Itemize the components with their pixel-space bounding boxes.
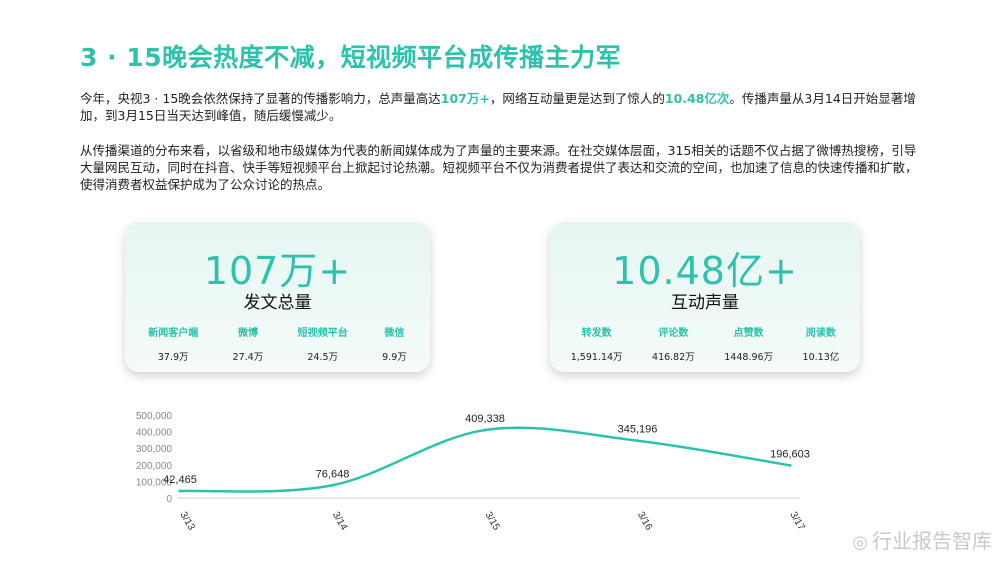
data-point: [331, 483, 334, 487]
stat-news-client: 新闻客户端 37.9万: [148, 324, 198, 363]
intro-text-2: ，网络互动量更是达到了惊人的: [489, 91, 665, 106]
stat-label: 转发数: [581, 328, 612, 339]
data-label: 76,648: [316, 468, 350, 480]
channel-paragraph: 从传播渠道的分布来看，以省级和地市级媒体为代表的新闻媒体成为了声量的主要来源。在…: [80, 143, 918, 192]
data-label: 409,338: [465, 413, 505, 425]
trend-line-chart: 500,000 400,000 300,000 200,000 100,000 0 42,4…: [136, 411, 810, 533]
data-point: [636, 439, 639, 443]
weibo-logo-icon: ◎: [852, 532, 868, 553]
data-point: [178, 489, 182, 493]
data-point: [483, 428, 487, 432]
stat-likes: 点赞数 1448.96万: [724, 324, 773, 363]
x-tick-label: 3/13: [177, 510, 196, 533]
x-tick-label: 3/14: [330, 510, 349, 533]
y-tick-label: 300,000: [136, 444, 173, 455]
stat-label: 阅读数: [805, 328, 836, 339]
post-volume-total: 107万+: [203, 249, 352, 293]
stat-label: 微博: [237, 328, 258, 339]
stat-value: 37.9万: [157, 352, 189, 363]
stat-value: 27.4万: [232, 352, 264, 363]
intro-text-1: 今年，央视3 · 15晚会依然保持了显著的传播影响力，总声量高达: [80, 91, 441, 106]
stat-label: 点赞数: [733, 328, 764, 339]
intro-highlight-interaction: 10.48亿次: [664, 91, 730, 106]
data-label: 345,196: [618, 424, 658, 436]
stat-label: 微信: [384, 328, 405, 339]
stat-label: 评论数: [658, 328, 689, 339]
x-tick-label: 3/15: [482, 510, 501, 533]
data-label: 196,603: [770, 448, 810, 460]
interaction-card: 10.48亿+ 互动声量 转发数 1,591.14万 评论数 416.82万 点…: [550, 222, 860, 372]
stat-short-video: 短视频平台 24.5万: [298, 324, 348, 363]
watermark: ◎ 行业报告智库: [852, 525, 992, 554]
y-tick-label: 100,000: [136, 477, 173, 488]
x-tick-label: 3/16: [635, 510, 654, 533]
interaction-caption: 互动声量: [671, 293, 739, 313]
data-label: 42,465: [163, 474, 197, 486]
intro-paragraph: 今年，央视3 · 15晚会依然保持了显著的传播影响力，总声量高达107万+，网络…: [80, 90, 920, 124]
post-volume-card: 107万+ 发文总量 新闻客户端 37.9万 微博 27.4万 短视频平台 24…: [125, 222, 430, 372]
stat-value: 10.13亿: [802, 352, 840, 363]
interaction-total: 10.48亿+: [612, 249, 798, 293]
x-tick-label: 3/17: [787, 510, 806, 533]
page-title: 3 · 15晚会热度不减，短视频平台成传播主力军: [80, 43, 622, 72]
y-tick-label: 0: [166, 494, 172, 505]
stat-value: 416.82万: [652, 352, 695, 363]
stat-comments: 评论数 416.82万: [652, 324, 695, 363]
y-tick-label: 400,000: [136, 428, 173, 439]
y-tick-label: 500,000: [136, 411, 173, 422]
stat-reads: 阅读数 10.13亿: [803, 324, 840, 363]
stat-label: 新闻客户端: [148, 328, 199, 339]
series-line: [179, 426, 791, 493]
intro-highlight-volume: 107万+: [440, 91, 490, 106]
y-tick-label: 200,000: [136, 461, 173, 472]
watermark-text: 行业报告智库: [872, 529, 992, 553]
stat-value: 9.9万: [382, 352, 407, 363]
stat-label: 短视频平台: [297, 328, 348, 339]
interaction-breakdown: 转发数 1,591.14万 评论数 416.82万 点赞数 1448.96万 阅…: [550, 324, 860, 363]
stat-reposts: 转发数 1,591.14万: [571, 324, 623, 363]
stat-wechat: 微信 9.9万: [382, 324, 407, 363]
intro-text-3: 。传播声量从3月14日开始显著增加，到3月15日当天达到峰值，随后缓慢减少。: [80, 91, 916, 123]
stat-value: 24.5万: [307, 352, 339, 363]
post-volume-breakdown: 新闻客户端 37.9万 微博 27.4万 短视频平台 24.5万 微信 9.9万: [125, 324, 430, 363]
stat-value: 1448.96万: [724, 352, 774, 363]
data-point: [788, 463, 792, 467]
stat-value: 1,591.14万: [570, 352, 623, 363]
stat-weibo: 微博 27.4万: [233, 324, 264, 363]
post-volume-caption: 发文总量: [243, 293, 312, 313]
